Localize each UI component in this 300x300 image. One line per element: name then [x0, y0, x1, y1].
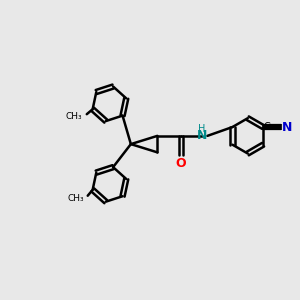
- Text: O: O: [176, 158, 186, 170]
- Text: H: H: [198, 124, 206, 134]
- Text: C: C: [264, 122, 270, 132]
- Text: N: N: [282, 121, 292, 134]
- Text: CH₃: CH₃: [66, 112, 82, 121]
- Text: N: N: [197, 129, 207, 142]
- Text: CH₃: CH₃: [67, 194, 84, 203]
